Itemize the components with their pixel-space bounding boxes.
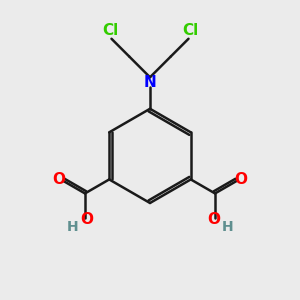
Text: Cl: Cl (102, 23, 118, 38)
Text: H: H (222, 220, 233, 234)
Text: O: O (52, 172, 65, 187)
Text: O: O (207, 212, 220, 226)
Text: O: O (235, 172, 248, 187)
Text: H: H (67, 220, 78, 234)
Text: O: O (80, 212, 93, 226)
Text: N: N (144, 75, 156, 90)
Text: Cl: Cl (182, 23, 198, 38)
